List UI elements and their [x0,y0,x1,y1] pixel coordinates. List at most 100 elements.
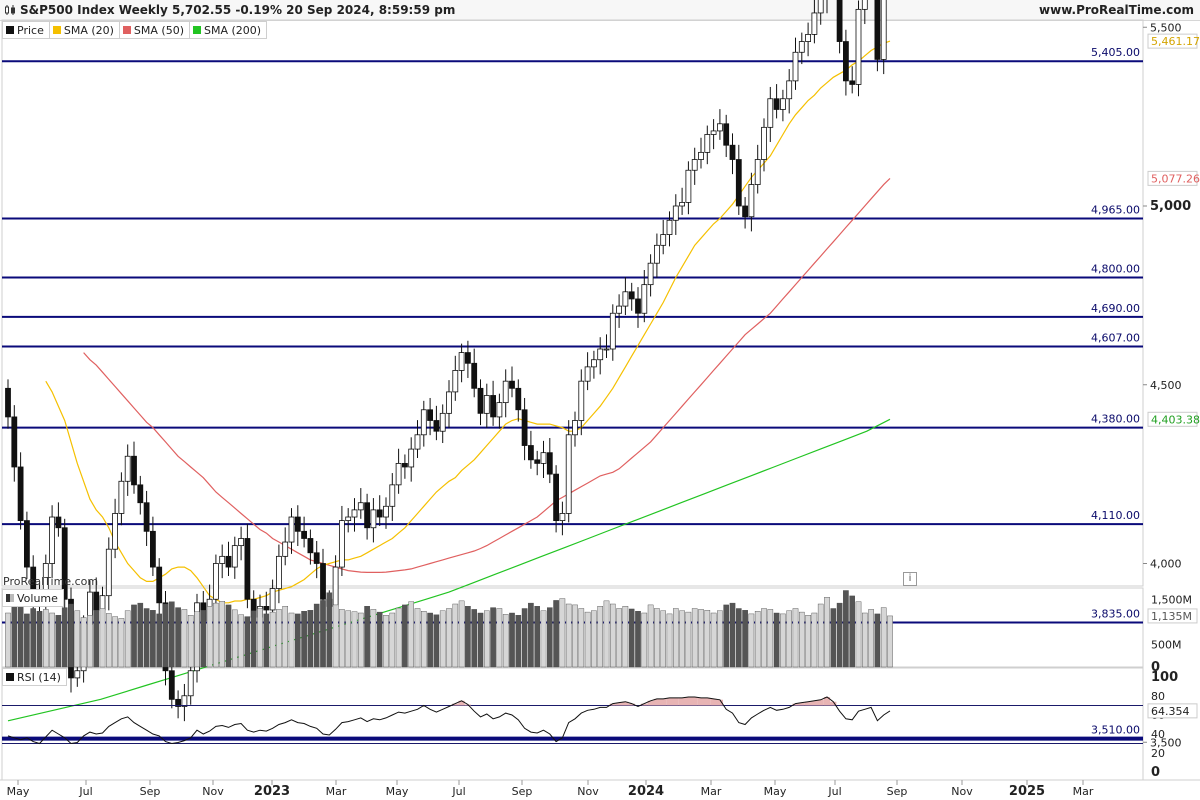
candle-body [351,509,358,518]
volume-bar [742,610,748,668]
volume-label[interactable]: Volume [2,589,64,607]
candle-body [477,387,484,414]
volume-bar [433,614,440,668]
candle-body [61,527,68,600]
volume-bar [792,608,799,668]
candle-body [433,420,440,432]
info-icon[interactable]: i [903,572,917,586]
candle-body [238,538,245,547]
volume-bar [238,614,244,668]
volume-bar [370,609,377,668]
rsi-line [7,696,891,745]
candle-body [168,670,175,700]
volume-bar [874,613,881,668]
candle-body [843,41,849,82]
volume-bar [534,606,540,668]
volume-bar [439,610,446,668]
volume-bar [30,608,37,668]
candle-body [137,484,144,504]
volume-bar [288,612,295,668]
volume-bar [729,602,736,668]
volume-bar [830,608,837,668]
volume-bar [93,610,99,668]
volume-bar [824,597,830,668]
candle-body [691,159,698,171]
candle-body [131,455,137,486]
candle-body [723,123,730,146]
volume-bar [628,608,635,668]
candle-body [565,434,572,514]
candle-body [143,502,150,532]
volume-bar [685,611,692,668]
candle-body [212,563,219,600]
volume-bar [471,609,478,668]
candle-body [836,0,843,42]
volume-bar [5,612,11,668]
volume-bar [11,599,18,668]
volume-bar [622,606,629,668]
volume-bar [364,606,370,668]
candle-body [364,502,371,529]
candle-body [74,670,81,679]
rsi-label[interactable]: RSI (14) [2,668,67,686]
volume-bar [187,615,194,668]
volume-bar [105,613,112,668]
volume-bar [843,590,849,668]
volume-bar [868,609,874,668]
price-tick-label: 3,500 [1150,736,1182,749]
candle-body [112,513,118,550]
volume-bar [131,604,137,668]
volume-bar [295,613,301,668]
volume-bar [112,616,118,668]
volume-bar [654,608,660,668]
candle-body [559,513,566,522]
candle-body [408,448,415,468]
volume-bar [635,611,641,668]
site-link[interactable]: www.ProRealTime.com [1039,3,1194,17]
candle-body [622,291,629,307]
watermark: ProRealTime.com [3,575,99,588]
volume-bar [799,611,805,668]
candle-body [660,234,667,246]
legend-label: SMA (200) [204,23,262,37]
volume-bar [723,604,729,668]
candle-body [578,380,585,421]
volume-bar [584,611,591,668]
candle-body [5,387,11,418]
volume-bar [502,614,509,668]
volume-bar [194,611,200,668]
volume-bar [358,612,364,668]
candle-body [370,509,377,529]
volume-bar [313,603,320,668]
time-tick-label: Mar [326,785,347,798]
candle-body [389,484,396,507]
volume-bar [383,615,389,668]
legend-item-sma200[interactable]: SMA (200) [189,21,268,39]
level-label: 4,800.00 [1091,263,1140,276]
candle-body [338,520,345,568]
candle-body [616,305,622,314]
volume-bar [326,592,333,668]
volume-bar [282,606,289,668]
candle-body [414,434,421,450]
candle-body [301,530,308,539]
legend-item-sma20[interactable]: SMA (20) [48,21,120,39]
candle-body [156,566,163,604]
volume-bar [565,603,572,668]
candle-body [93,591,100,611]
candle-body [735,159,742,207]
legend-label: SMA (20) [63,23,114,37]
volume-bar [43,609,49,668]
price-swatch [6,26,14,34]
volume-bar [250,610,257,668]
volume-bar [206,606,213,668]
candle-body [553,473,559,521]
price-tick-label: 4,000 [1150,558,1182,571]
time-tick-label: Sep [140,785,161,798]
candle-body [55,516,62,529]
volume-bar [836,602,843,668]
candle-body [149,530,156,568]
volume-bar [591,610,597,668]
